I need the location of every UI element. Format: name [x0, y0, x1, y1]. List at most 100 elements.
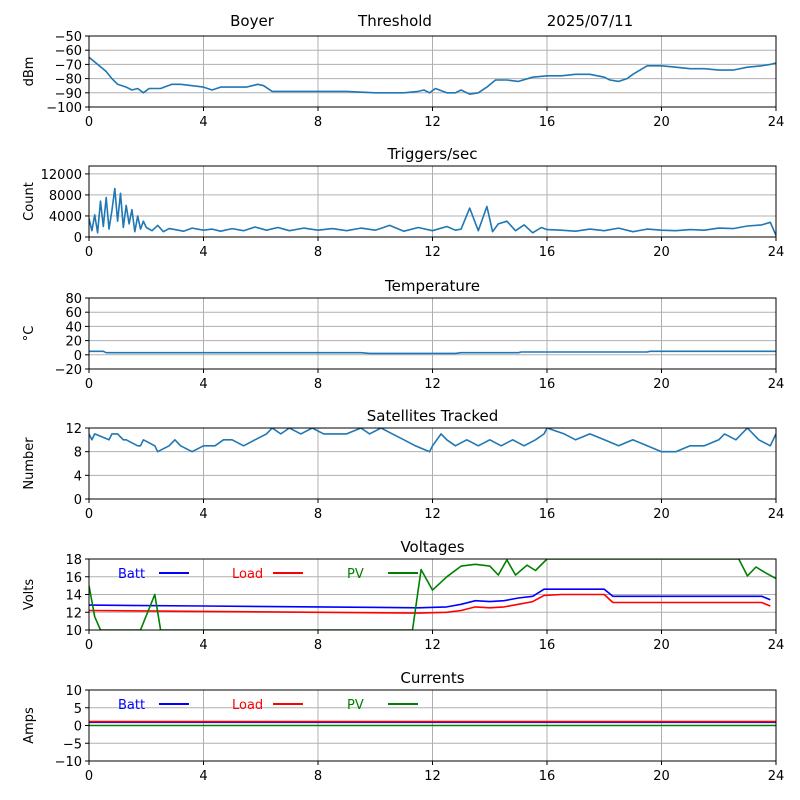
x-tick-label: 16	[539, 377, 556, 392]
header-mode: Threshold	[357, 12, 432, 30]
chart-threshold: 0 4 8 12 16 20 24 −100−90−80−70−60−50 dBm	[22, 30, 784, 130]
x-tick-label: 8	[314, 507, 322, 522]
chart-title: Triggers/sec	[387, 145, 478, 163]
x-tick-label: 20	[653, 377, 670, 392]
y-tick-label: 12	[65, 422, 82, 437]
x-tick-label: 0	[85, 245, 93, 260]
plot-frame	[88, 35, 777, 108]
y-tick-label: 14	[65, 589, 82, 604]
header-date: 2025/07/11	[547, 12, 633, 30]
legend-label-batt: Batt	[118, 567, 145, 582]
plot-frame	[88, 558, 777, 631]
chart-title: Satellites Tracked	[367, 407, 498, 425]
chart-satellites: 0 4 8 12 16 20 24 0 4 8 12 Satellites Tracked Number	[22, 407, 784, 522]
header-site: Boyer	[230, 12, 275, 30]
x-tick-label: 20	[653, 245, 670, 260]
x-tick-label: 16	[539, 638, 556, 653]
x-tick-label: 20	[653, 507, 670, 522]
y-axis-label: dBm	[22, 57, 37, 87]
y-tick-label: −100	[46, 101, 82, 116]
y-tick-label: −90	[55, 87, 82, 102]
plot-area	[89, 187, 776, 236]
x-tick-label: 24	[768, 507, 785, 522]
y-tick-label: 12000	[41, 168, 82, 183]
x-tick-label: 16	[539, 245, 556, 260]
plot-area	[89, 720, 776, 727]
x-tick-label: 0	[85, 507, 93, 522]
x-tick-label: 0	[85, 769, 93, 784]
plot-frame	[88, 427, 777, 500]
x-tick-label: 0	[85, 377, 93, 392]
x-tick-label: 8	[314, 245, 322, 260]
y-tick-label: −10	[55, 755, 82, 770]
x-tick-label: 4	[199, 638, 207, 653]
y-tick-label: −60	[55, 44, 82, 59]
x-tick-label: 16	[539, 507, 556, 522]
y-tick-label: 0	[74, 720, 82, 735]
plot-frame	[88, 297, 777, 370]
x-tick-label: 12	[424, 769, 441, 784]
x-tick-label: 20	[653, 769, 670, 784]
chart-triggers: 0 4 8 12 16 20 24 0 4000 8000 12000 Triggers/sec Cou…	[22, 145, 784, 260]
y-tick-label: 16	[65, 571, 82, 586]
series-line-load	[89, 593, 771, 614]
series-line-batt	[89, 588, 771, 609]
plot-area	[89, 350, 776, 355]
x-tick-label: 8	[314, 377, 322, 392]
y-axis-label: Number	[22, 437, 37, 490]
plot-area	[89, 428, 776, 453]
y-axis-label: Volts	[22, 579, 37, 611]
y-tick-label: 80	[65, 292, 82, 307]
plot-area	[89, 56, 776, 95]
plot-frame	[88, 165, 777, 238]
x-tick-label: 12	[424, 377, 441, 392]
y-tick-label: 20	[65, 335, 82, 350]
legend-label-batt: Batt	[118, 698, 145, 713]
x-tick-label: 8	[314, 638, 322, 653]
x-tick-label: 20	[653, 115, 670, 130]
y-tick-label: −80	[55, 73, 82, 88]
y-tick-label: 5	[74, 702, 82, 717]
x-tick-label: 16	[539, 115, 556, 130]
chart-title: Temperature	[384, 277, 480, 295]
series-line-temperature	[89, 350, 776, 355]
y-axis-label: Count	[22, 182, 37, 221]
series-line-triggers	[89, 187, 776, 236]
plot-frame	[88, 689, 777, 762]
legend-label-pv: PV	[347, 567, 364, 582]
y-axis-label: Amps	[22, 707, 37, 744]
x-tick-label: 24	[768, 377, 785, 392]
x-tick-label: 4	[199, 507, 207, 522]
y-tick-label: 4	[74, 469, 82, 484]
y-tick-label: 0	[74, 493, 82, 508]
x-tick-label: 16	[539, 769, 556, 784]
x-tick-label: 8	[314, 115, 322, 130]
x-tick-label: 4	[199, 769, 207, 784]
y-tick-label: −20	[55, 363, 82, 378]
x-tick-label: 24	[768, 115, 785, 130]
x-tick-label: 12	[424, 115, 441, 130]
y-tick-label: 12	[65, 606, 82, 621]
y-tick-label: −5	[63, 737, 82, 752]
y-tick-label: 8	[74, 446, 82, 461]
y-tick-label: 0	[74, 349, 82, 364]
x-tick-label: 20	[653, 638, 670, 653]
series-line-threshold	[89, 56, 776, 95]
chart-voltages: 0 4 8 12 16 20 24 10 12 14 16 18 Voltages Volts Batt Lo…	[22, 538, 784, 653]
y-tick-label: −70	[55, 58, 82, 73]
y-tick-label: 10	[65, 624, 82, 639]
y-tick-label: 4000	[49, 210, 82, 225]
x-tick-label: 0	[85, 638, 93, 653]
x-tick-label: 24	[768, 769, 785, 784]
y-tick-label: 10	[65, 684, 82, 699]
x-tick-label: 4	[199, 377, 207, 392]
series-line-satellites	[89, 428, 776, 453]
chart-currents: 0 4 8 12 16 20 24 −10 −5 0 5 10 Currents Amps Batt Load…	[22, 669, 784, 784]
x-tick-label: 24	[768, 245, 785, 260]
series-line-pv	[89, 559, 776, 630]
x-tick-label: 12	[424, 245, 441, 260]
x-tick-label: 12	[424, 507, 441, 522]
x-tick-label: 12	[424, 638, 441, 653]
